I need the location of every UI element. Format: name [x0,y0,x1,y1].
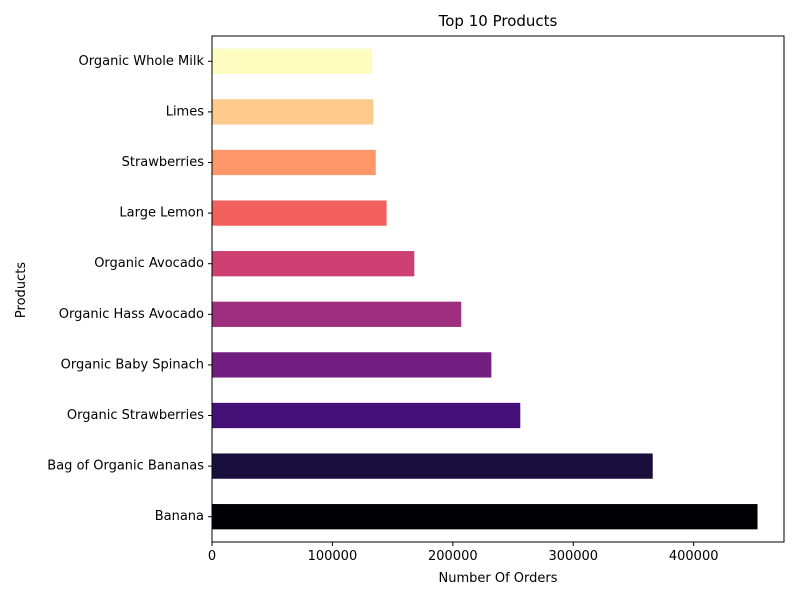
x-tick-label: 200000 [428,549,478,564]
bar-banana [212,504,758,530]
x-tick-label: 100000 [308,549,358,564]
bar-organic-baby-spinach [212,352,492,378]
x-axis-ticks: 0 100000 200000 300000 400000 [208,542,719,564]
y-tick-label: Organic Avocado [94,256,204,271]
y-axis-ticks: Banana Bag of Organic Bananas Organic Stra… [47,54,212,524]
bar-bag-of-organic-bananas [212,453,653,479]
y-tick-label: Organic Strawberries [67,408,204,423]
y-tick-label: Bag of Organic Bananas [47,459,204,474]
chart-title: Top 10 Products [438,12,558,30]
bars-group [212,48,758,530]
y-tick-label: Organic Hass Avocado [59,307,204,322]
y-tick-label: Banana [155,509,204,524]
x-tick-label: 0 [208,549,216,564]
bar-large-lemon [212,200,387,226]
y-tick-label: Organic Whole Milk [79,54,205,69]
bar-organic-hass-avocado [212,301,462,327]
y-tick-label: Limes [166,104,205,119]
plot-frame [211,35,785,543]
bar-organic-avocado [212,251,415,277]
x-axis-label: Number Of Orders [438,571,557,586]
y-tick-label: Organic Baby Spinach [61,357,204,372]
bar-organic-whole-milk [212,48,373,74]
y-tick-label: Large Lemon [119,206,204,221]
y-tick-label: Strawberries [122,155,205,170]
x-tick-label: 300000 [548,549,598,564]
y-axis-label: Products [14,262,29,318]
x-tick-label: 400000 [669,549,719,564]
bar-limes [212,99,374,125]
bar-strawberries [212,149,376,176]
bar-organic-strawberries [212,402,521,429]
